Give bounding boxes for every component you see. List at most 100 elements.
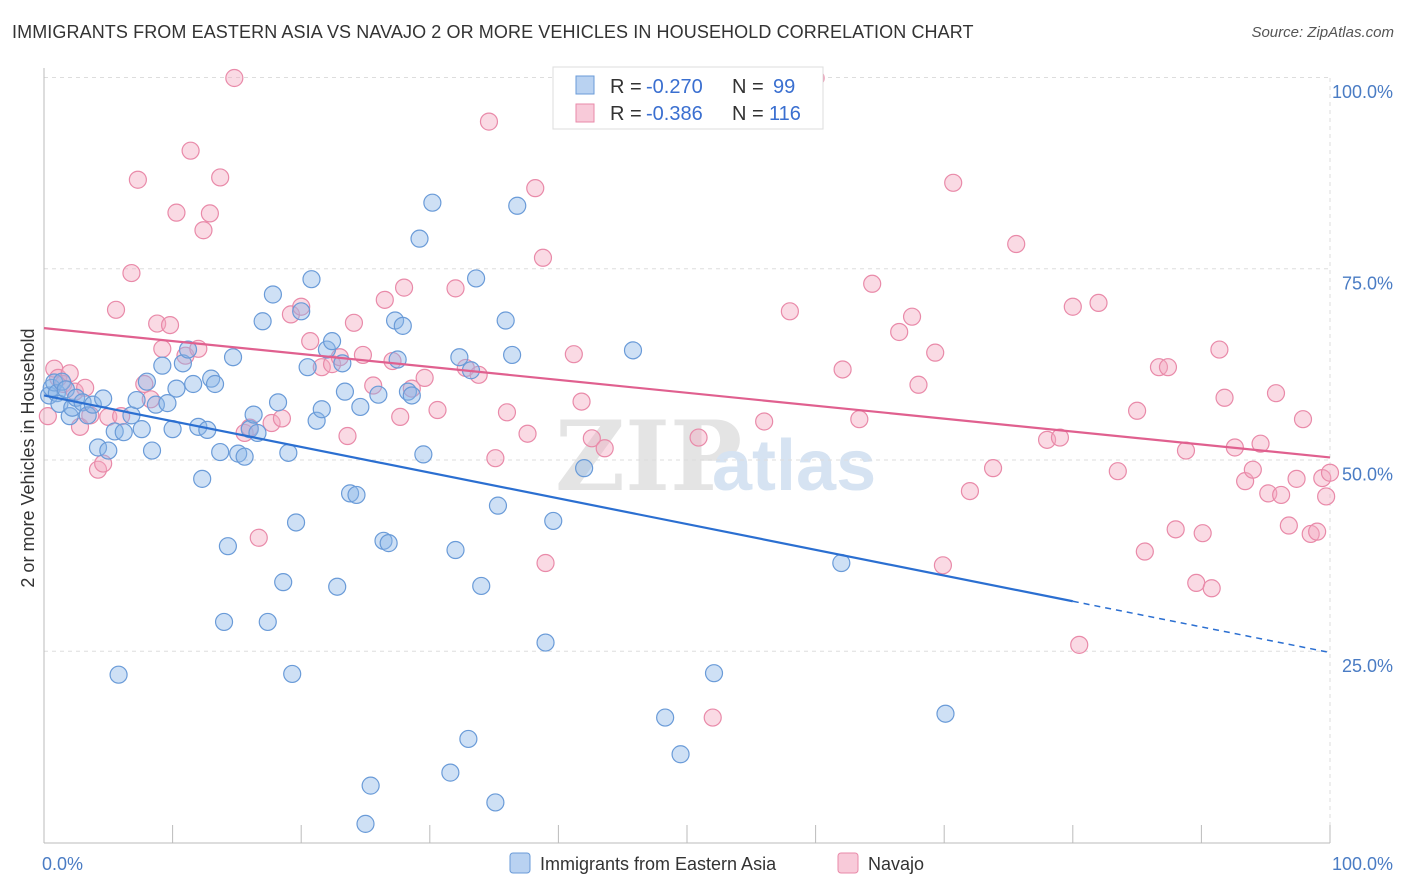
data-point	[983, 459, 1003, 478]
data-point	[850, 410, 869, 429]
data-point	[656, 708, 675, 727]
data-point	[76, 378, 95, 397]
data-point	[109, 665, 128, 684]
data-point	[1135, 542, 1154, 561]
data-point	[153, 356, 172, 375]
legend-r-label-pink: R =	[610, 103, 642, 125]
data-point	[128, 170, 147, 189]
data-point	[623, 341, 643, 360]
data-point	[262, 413, 281, 433]
data-point	[181, 141, 200, 160]
data-point	[347, 485, 366, 505]
data-point	[167, 203, 186, 222]
data-point	[391, 407, 410, 426]
series-legend-swatch-pink	[837, 852, 859, 874]
data-point	[338, 426, 357, 446]
data-point	[249, 528, 268, 547]
data-point	[340, 484, 360, 503]
data-point	[218, 537, 237, 556]
data-point	[379, 534, 398, 553]
data-point	[459, 729, 478, 749]
y-axis-label: 2 or more Vehicles in Household	[18, 328, 38, 587]
y-tick-label: 75.0%	[1342, 273, 1393, 293]
data-point	[703, 708, 722, 727]
series-legend-swatch-blue	[509, 852, 531, 874]
data-point	[328, 577, 347, 596]
data-point	[193, 469, 212, 488]
data-point	[423, 193, 442, 212]
data-point	[214, 612, 234, 632]
data-point	[375, 290, 394, 309]
data-point	[272, 409, 292, 428]
x-tick-label: 100.0%	[1332, 854, 1393, 874]
data-point	[167, 379, 186, 398]
data-point	[173, 354, 192, 373]
data-point	[544, 511, 563, 531]
data-point	[393, 316, 412, 335]
data-point	[415, 368, 434, 387]
data-point	[200, 204, 219, 223]
data-point	[302, 270, 321, 289]
data-point	[78, 406, 97, 425]
data-point	[1279, 516, 1298, 535]
data-point	[94, 389, 113, 408]
data-point	[1193, 524, 1212, 543]
trend-line-extension	[1072, 600, 1331, 654]
data-point	[755, 412, 774, 431]
data-point	[1063, 297, 1082, 316]
data-point	[1089, 293, 1108, 313]
data-point	[114, 423, 133, 442]
data-point	[1320, 463, 1340, 482]
data-point	[1202, 579, 1221, 598]
data-point	[446, 540, 465, 560]
data-point	[414, 445, 433, 464]
data-point	[503, 345, 522, 365]
data-point	[780, 302, 799, 321]
data-point	[351, 397, 370, 417]
data-point	[394, 278, 414, 297]
data-point	[1308, 522, 1327, 541]
data-point	[704, 664, 724, 683]
data-point	[575, 459, 594, 478]
data-point	[135, 374, 154, 394]
data-point	[1251, 434, 1270, 453]
y-tick-label: 25.0%	[1342, 656, 1393, 676]
data-point	[1127, 401, 1147, 420]
data-point	[1158, 358, 1178, 377]
data-point	[225, 68, 244, 88]
data-point	[146, 395, 165, 414]
data-point	[1317, 487, 1336, 506]
data-point	[533, 248, 553, 267]
data-point	[279, 443, 298, 462]
data-point	[909, 375, 928, 394]
series-eastern-asia	[40, 68, 955, 833]
data-point	[1215, 388, 1234, 407]
source-label: Source: ZipAtlas.com	[1251, 24, 1394, 41]
data-point	[564, 345, 583, 364]
series-navajo	[38, 68, 1340, 727]
chart-title: IMMIGRANTS FROM EASTERN ASIA VS NAVAJO 2…	[12, 22, 974, 42]
data-point	[960, 482, 980, 501]
axes	[43, 68, 1331, 844]
data-point	[926, 343, 945, 362]
data-point	[298, 358, 317, 377]
data-point	[671, 745, 690, 764]
data-point	[142, 441, 162, 460]
data-point	[933, 556, 953, 575]
data-point	[936, 704, 955, 723]
series-legend-label-pink: Navajo	[868, 854, 924, 874]
data-point	[1187, 573, 1206, 593]
data-point	[307, 411, 326, 430]
legend-r-value-pink: -0.386	[646, 103, 703, 125]
data-point	[184, 374, 203, 394]
data-point	[689, 428, 708, 447]
data-point	[301, 332, 320, 351]
y-tick-label: 50.0%	[1342, 465, 1393, 485]
data-point	[410, 229, 429, 248]
data-point	[595, 439, 614, 458]
data-point	[292, 297, 311, 316]
data-point	[496, 311, 515, 330]
legend-n-value-pink: 116	[769, 103, 801, 125]
data-point	[402, 386, 421, 405]
legend-n-label-pink: N =	[732, 103, 764, 125]
